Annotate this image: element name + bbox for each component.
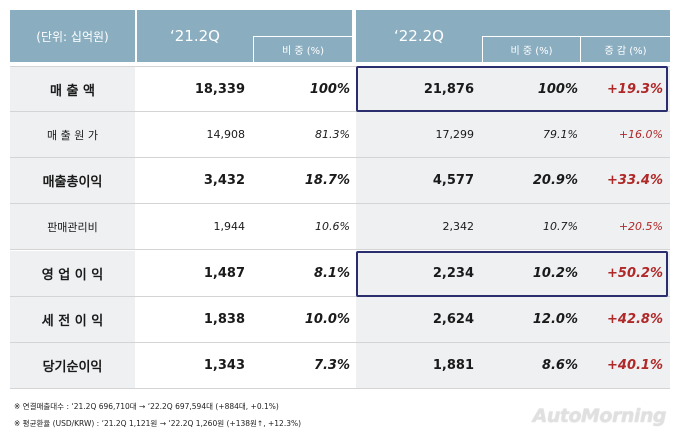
value-2022: 1,881 — [432, 358, 474, 373]
header-2021-block: ‘21.2Q 비 중 (%) — [137, 10, 352, 62]
header-change: 증 감 (%) — [580, 36, 670, 62]
row-label: 영 업 이 익 — [41, 268, 104, 283]
value-2021: 14,908 — [206, 128, 246, 141]
header-2022-period: ‘22.2Q — [394, 27, 444, 45]
share-2022: 10.2% — [532, 266, 578, 281]
note-units-sold: ※ 연결매출대수 : ‘21.2Q 696,710대 → ‘22.2Q 697,… — [14, 402, 279, 411]
value-2022: 21,876 — [423, 81, 474, 97]
share-2022: 12.0% — [532, 312, 578, 327]
header-2021-period: ‘21.2Q — [170, 27, 220, 45]
value-2022: 17,299 — [435, 128, 475, 141]
unit-label: (단위: 십억원) — [36, 29, 109, 44]
header-2021-share: 비 중 (%) — [253, 36, 352, 62]
share-2022: 10.7% — [543, 220, 578, 233]
change-pct: +16.0% — [618, 128, 663, 141]
value-2022: 2,342 — [442, 220, 475, 233]
row-label: 매 출 원 가 — [47, 128, 98, 142]
share-2021: 18.7% — [304, 173, 350, 188]
share-2021: 10.6% — [315, 220, 350, 233]
share-2022: 20.9% — [532, 173, 578, 188]
value-2021: 1,343 — [203, 358, 245, 373]
table-row-revenue: 매 출 액 18,339 100% 21,876 100% +19.3% — [10, 66, 670, 112]
value-2021: 1,944 — [213, 220, 246, 233]
highlight-box-operating-profit — [356, 251, 668, 297]
watermark-logo: AutoMorning — [532, 405, 667, 427]
row-label: 당기순이익 — [42, 360, 103, 375]
share-2022: 79.1% — [543, 128, 578, 141]
share-2021: 81.3% — [315, 128, 350, 141]
value-2022: 4,577 — [432, 173, 474, 188]
change-pct: +42.8% — [607, 312, 663, 327]
share-2021: 100% — [309, 81, 350, 97]
header-2022-share: 비 중 (%) — [482, 36, 580, 62]
share-2021: 8.1% — [313, 266, 350, 281]
change-pct: +19.3% — [607, 81, 663, 97]
value-2021: 1,838 — [203, 312, 245, 327]
change-pct: +33.4% — [607, 173, 663, 188]
table-row-operating-profit: 영 업 이 익 1,487 8.1% 2,234 10.2% +50.2% — [10, 251, 670, 297]
table-row-net-income: 당기순이익 1,343 7.3% 1,881 8.6% +40.1% — [10, 343, 670, 389]
row-label: 매출총이익 — [42, 175, 103, 190]
value-2021: 3,432 — [203, 173, 245, 188]
value-2021: 18,339 — [194, 81, 245, 97]
row-label: 세 전 이 익 — [41, 314, 104, 329]
change-pct: +50.2% — [607, 266, 663, 281]
row-label: 판매관리비 — [47, 220, 98, 234]
row-label: 매 출 액 — [50, 83, 95, 99]
share-2022: 100% — [537, 81, 578, 97]
value-2022: 2,234 — [432, 266, 474, 281]
value-2021: 1,487 — [203, 266, 245, 281]
value-2022: 2,624 — [432, 312, 474, 327]
table-row-gross-profit: 매출총이익 3,432 18.7% 4,577 20.9% +33.4% — [10, 158, 670, 204]
share-2021: 10.0% — [304, 312, 350, 327]
table-row-sga: 판매관리비 1,944 10.6% 2,342 10.7% +20.5% — [10, 204, 670, 250]
table-row-cost-of-sales: 매 출 원 가 14,908 81.3% 17,299 79.1% +16.0% — [10, 112, 670, 158]
share-2022: 8.6% — [541, 358, 578, 373]
change-pct: +20.5% — [618, 220, 663, 233]
note-exchange-rate: ※ 평균환율 (USD/KRW) : ‘21.2Q 1,121원 → ‘22.2… — [14, 419, 302, 428]
share-2021: 7.3% — [313, 358, 350, 373]
highlight-box-revenue — [356, 66, 668, 112]
change-pct: +40.1% — [607, 358, 663, 373]
table-row-pretax-profit: 세 전 이 익 1,838 10.0% 2,624 12.0% +42.8% — [10, 297, 670, 343]
header-unit-cell: (단위: 십억원) — [10, 10, 135, 62]
header-2022-block: ‘22.2Q 비 중 (%) 증 감 (%) — [356, 10, 670, 62]
